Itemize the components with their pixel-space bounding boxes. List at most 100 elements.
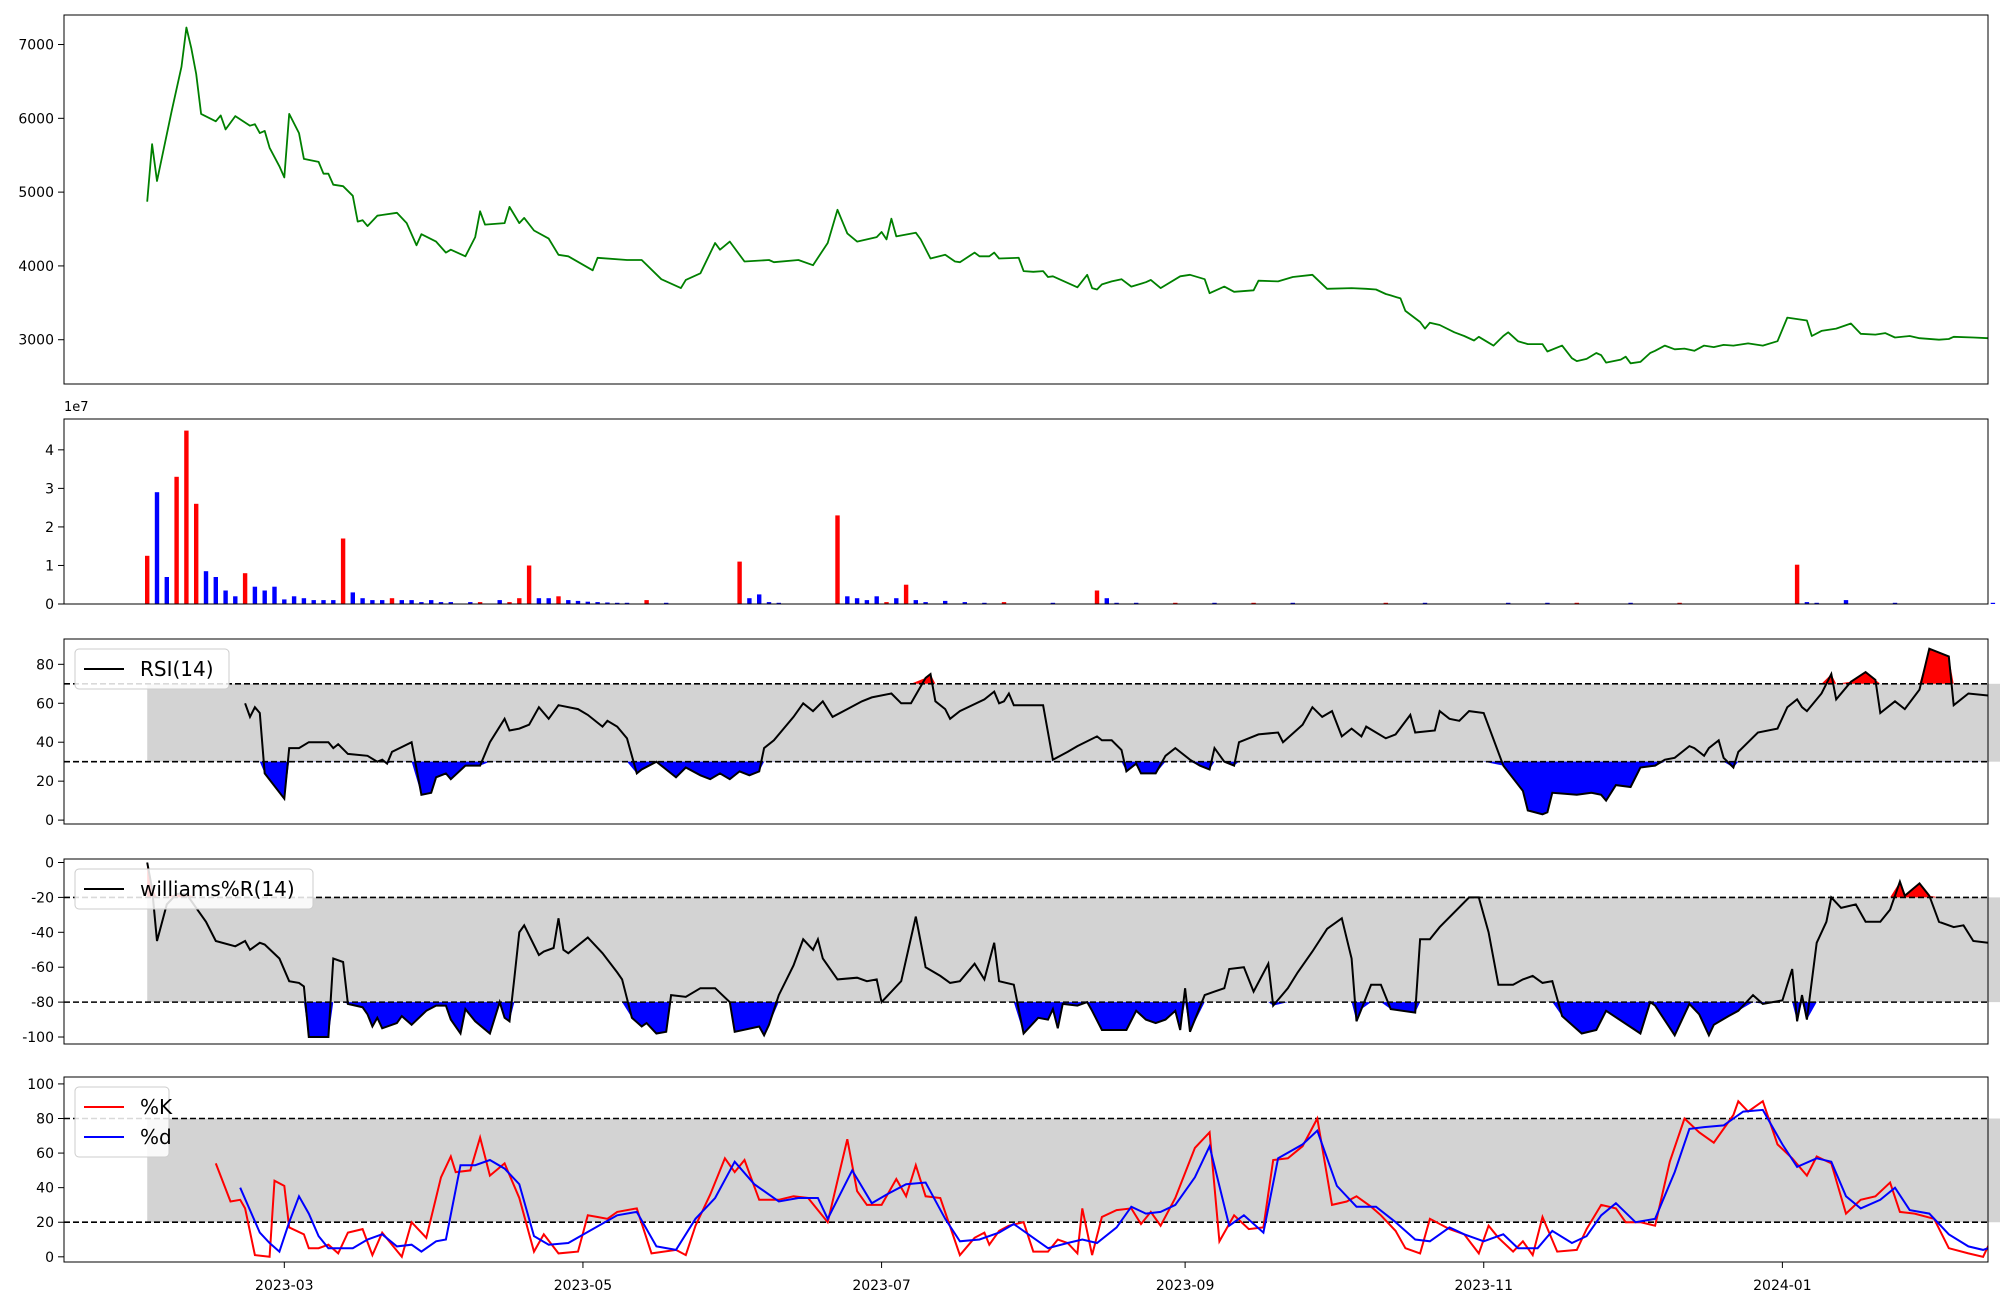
volume-bar [864, 600, 870, 604]
volume-bar [1173, 602, 1178, 604]
volume-y-tick-label: 2 [45, 520, 54, 536]
price-y-tick-label: 3000 [18, 333, 54, 349]
volume-bar [1050, 602, 1056, 604]
volume-bar [605, 602, 610, 604]
x-tick-label: 2023-09 [1156, 1278, 1215, 1294]
stochastic-y-tick-label: 0 [45, 1250, 54, 1266]
stochastic-y-axis: 0 20 40 60 80 100 [27, 1077, 64, 1266]
stochastic-y-tick-label: 40 [36, 1181, 54, 1197]
volume-bar [360, 598, 365, 604]
volume-bar [943, 600, 948, 604]
volume-bar [321, 600, 326, 604]
volume-bar [164, 577, 169, 604]
legend: williams%R(14) [74, 868, 314, 910]
price-series-line [146, 26, 1988, 365]
williams-y-tick-label: -40 [31, 925, 54, 941]
williams-y-tick-label: -20 [31, 890, 54, 906]
volume-bar [272, 586, 277, 604]
volume-bar [194, 503, 199, 604]
volume-panel: 0 1 2 3 4 1e7 [45, 400, 1996, 613]
legend-label: williams%R(14) [140, 877, 295, 901]
volume-bar [1104, 598, 1109, 604]
volume-bar [145, 555, 150, 604]
volume-bar [399, 600, 404, 604]
volume-bar [438, 602, 444, 604]
price-y-tick-label: 7000 [18, 38, 54, 54]
volume-bar [644, 600, 649, 604]
volume-bar [757, 594, 762, 604]
legend-label: %d [140, 1125, 172, 1149]
rsi-panel: 0 20 40 60 80 RSI(14) [36, 638, 2000, 829]
rsi-y-tick-label: 80 [36, 657, 54, 673]
volume-y-tick-label: 4 [45, 443, 54, 459]
volume-bar [737, 561, 742, 604]
volume-bar [845, 596, 850, 604]
volume-bar [1134, 602, 1139, 604]
rsi-series-line [244, 647, 1988, 816]
volume-bar [1001, 602, 1007, 604]
x-tick-label: 2023-07 [852, 1278, 911, 1294]
stochastic-frame [63, 1076, 1989, 1263]
volume-bar [1843, 600, 1849, 604]
volume-bar [154, 492, 160, 604]
volume-bar [575, 600, 581, 604]
volume-bar [213, 577, 218, 604]
x-tick-label: 2023-05 [554, 1278, 613, 1294]
volume-bar [776, 602, 781, 604]
rsi-oversold-fill [245, 761, 1988, 815]
volume-bar [1212, 602, 1217, 604]
volume-bar [184, 430, 189, 604]
stochastic-panel: 0 20 40 60 80 100 %K %d [27, 1076, 2000, 1266]
volume-bar [1290, 602, 1295, 604]
volume-bar [262, 590, 267, 604]
volume-bar [429, 600, 434, 604]
stochastic-y-tick-label: 20 [36, 1215, 54, 1231]
volume-bar [517, 598, 522, 604]
rsi-y-tick-label: 60 [36, 696, 54, 712]
price-y-axis: 3000 4000 5000 6000 7000 [18, 38, 64, 349]
volume-bar [468, 602, 473, 604]
volume-bar [982, 602, 987, 604]
williams-y-tick-label: -60 [31, 960, 54, 976]
volume-bar [536, 598, 542, 604]
volume-bar [497, 600, 502, 604]
volume-bar [242, 573, 248, 604]
williams-y-tick-label: -100 [22, 1030, 54, 1046]
volume-bar [903, 584, 909, 604]
volume-bar [331, 600, 336, 604]
rsi-y-tick-label: 20 [36, 774, 54, 790]
legend-box [74, 868, 314, 910]
volume-bar [1814, 602, 1819, 604]
volume-bar [340, 538, 346, 604]
volume-bar [615, 602, 620, 604]
price-y-tick-label: 4000 [18, 259, 54, 275]
volume-bar [595, 602, 600, 604]
volume-bar [448, 602, 453, 604]
volume-bar [301, 598, 307, 604]
stochastic-y-tick-label: 80 [36, 1111, 54, 1127]
williams-y-tick-label: 0 [45, 855, 54, 871]
volume-bar [203, 571, 209, 604]
rsi-y-axis: 0 20 40 60 80 [36, 657, 64, 829]
volume-bar [1251, 602, 1256, 604]
volume-bar [419, 602, 424, 604]
rsi-y-tick-label: 0 [45, 813, 54, 829]
stochastic-y-tick-label: 100 [27, 1077, 54, 1093]
x-tick-label: 2023-11 [1454, 1278, 1513, 1294]
williams-y-axis: 0 -20 -40 -60 -80 -100 [22, 855, 64, 1046]
volume-bar [477, 602, 483, 604]
volume-bar [1114, 602, 1119, 604]
volume-bar [747, 598, 752, 604]
price-panel: 3000 4000 5000 6000 7000 [18, 14, 1989, 385]
stochastic-neutral-band [147, 1118, 2000, 1223]
volume-bar [1990, 602, 1996, 604]
volume-bar [1794, 564, 1800, 604]
volume-bar [507, 602, 512, 604]
legend-label: RSI(14) [140, 657, 214, 681]
volume-bar [766, 602, 772, 604]
shared-x-axis: 2023-03 2023-05 2023-07 2023-09 2023-11 2024-… [255, 1262, 1812, 1294]
volume-bar [1677, 602, 1682, 604]
volume-bar [1383, 602, 1388, 604]
volume-bar [174, 476, 179, 604]
